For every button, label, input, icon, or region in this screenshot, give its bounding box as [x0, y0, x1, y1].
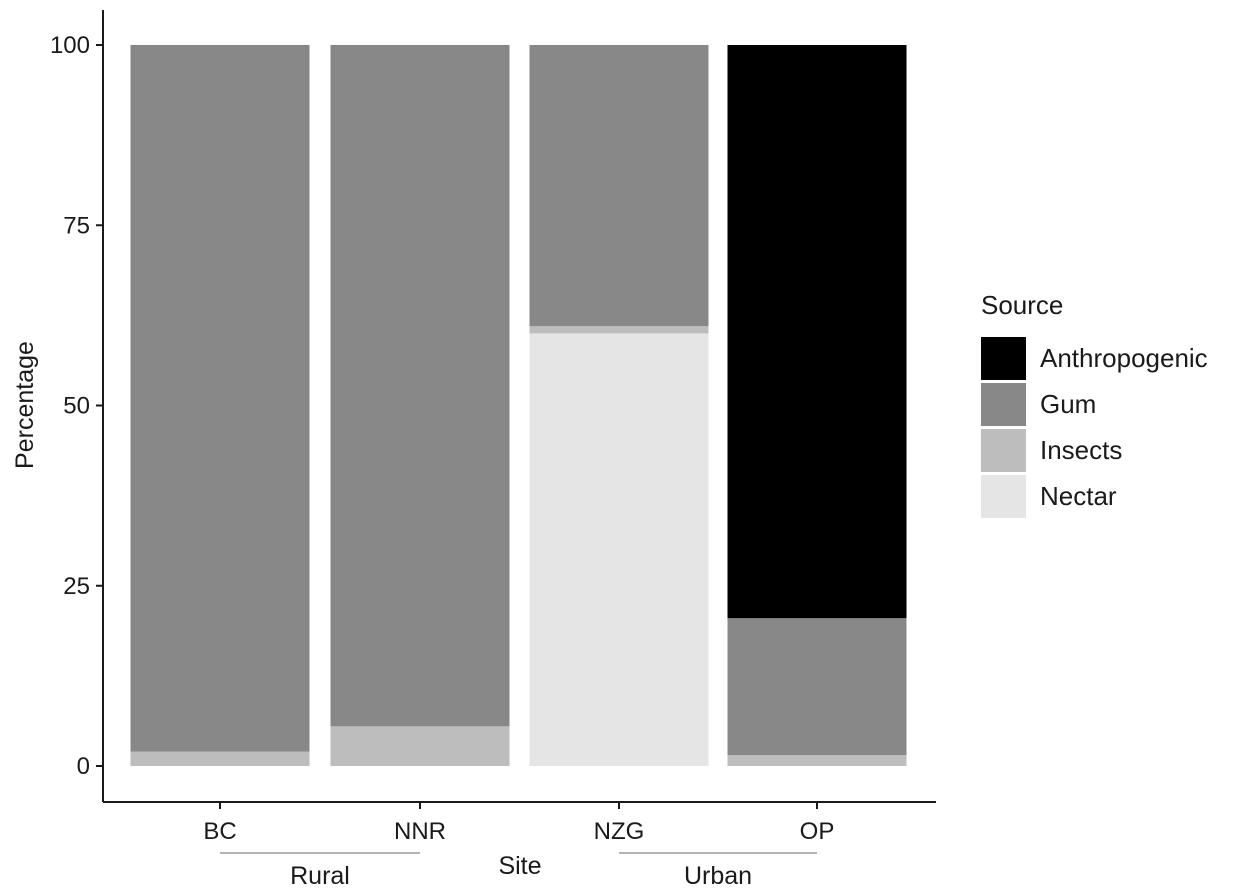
bar-bc-gum [130, 45, 310, 752]
legend-label-insects: Insects [1040, 435, 1122, 465]
bar-nnr-insects [330, 726, 510, 766]
legend-label-nectar: Nectar [1040, 481, 1117, 511]
legend: Source Anthropogenic Gum Insects Nectar [981, 290, 1208, 518]
bar-bc-insects [130, 751, 310, 766]
bar-nzg-gum [529, 45, 709, 327]
bar-op-gum [727, 618, 907, 756]
y-tick-label-25: 25 [63, 573, 90, 600]
axes-layer: 0 25 50 75 100 BC NNR NZG OP Rural Urban Site Percen… [11, 10, 936, 890]
x-tick-label-nzg: NZG [594, 818, 645, 845]
legend-title: Source [981, 290, 1063, 320]
legend-swatch-anthropogenic [981, 337, 1026, 380]
legend-swatch-gum [981, 383, 1026, 426]
y-tick-label-0: 0 [77, 753, 90, 780]
bar-op-anthropogenic [727, 45, 907, 619]
legend-label-anthropogenic: Anthropogenic [1040, 343, 1208, 373]
group-label-rural: Rural [290, 862, 350, 890]
x-tick-label-bc: BC [203, 818, 236, 845]
y-tick-label-100: 100 [50, 32, 90, 59]
legend-swatch-insects [981, 429, 1026, 472]
bars-layer [130, 45, 907, 766]
group-label-urban: Urban [684, 862, 752, 890]
bar-nzg-nectar [529, 333, 709, 766]
legend-swatch-nectar [981, 475, 1026, 518]
x-axis-title: Site [498, 852, 541, 880]
x-tick-label-nnr: NNR [394, 818, 446, 845]
y-tick-label-50: 50 [63, 393, 90, 420]
legend-label-gum: Gum [1040, 389, 1096, 419]
bar-op-insects [727, 755, 907, 766]
bar-nzg-insects [529, 326, 709, 334]
x-tick-label-op: OP [800, 818, 835, 845]
y-tick-label-75: 75 [63, 212, 90, 239]
y-axis-title: Percentage [11, 341, 39, 469]
bar-nnr-gum [330, 45, 510, 727]
